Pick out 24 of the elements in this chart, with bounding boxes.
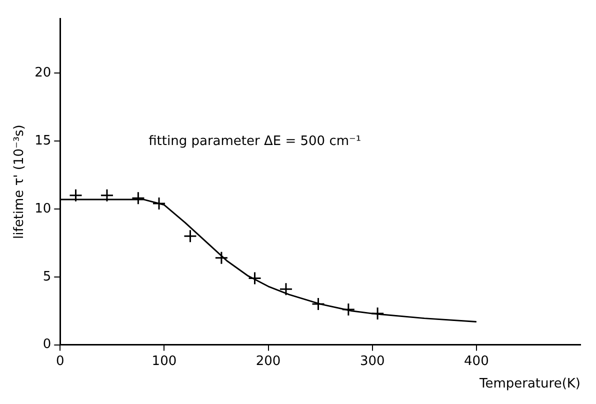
point — [342, 302, 356, 316]
point — [248, 271, 262, 285]
point — [370, 306, 384, 320]
x-tick-label: 0 — [56, 354, 64, 369]
y-tick-label: 10 — [34, 201, 52, 216]
x-tick-label: 100 — [152, 354, 177, 369]
point — [100, 188, 114, 202]
y-tick-label: 15 — [34, 133, 52, 148]
y-tick-label: 0 — [42, 337, 52, 352]
x-tick-label: 200 — [256, 354, 281, 369]
point — [311, 297, 325, 311]
point — [279, 282, 293, 296]
x-tick-label: 400 — [464, 354, 489, 369]
x-tick-label: 300 — [360, 354, 385, 369]
point — [69, 188, 83, 202]
point — [152, 196, 166, 210]
y-axis-title: lifetime τ' (10⁻³s) — [12, 124, 28, 239]
annotation: fitting parameter ΔE = 500 cm⁻¹ — [148, 134, 362, 150]
y-tick-label: 5 — [42, 269, 52, 284]
y-tick-label: 20 — [34, 66, 52, 81]
point — [214, 251, 228, 265]
point — [131, 191, 145, 205]
x-axis-title: Temperature(K) — [478, 376, 580, 392]
point — [183, 229, 197, 243]
